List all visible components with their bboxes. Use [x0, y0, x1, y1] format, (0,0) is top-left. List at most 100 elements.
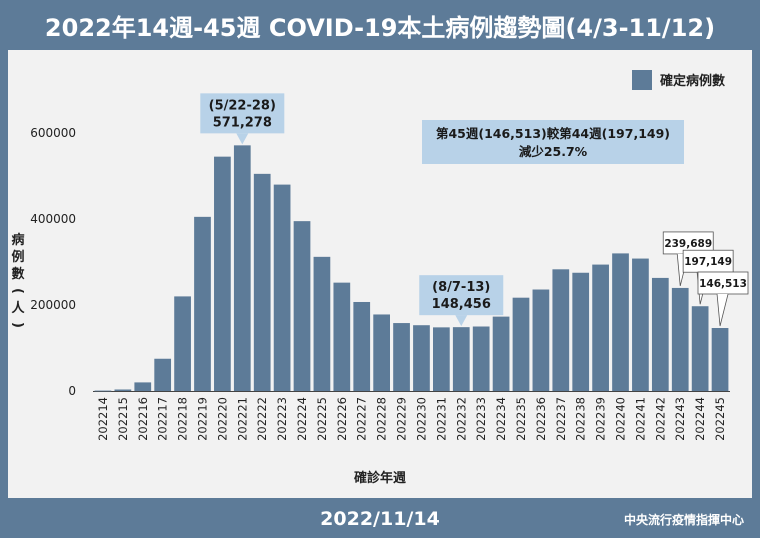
x-tick-label: 202235 — [514, 397, 528, 441]
y-axis-label-char: 病 — [11, 232, 24, 248]
callout-box — [200, 93, 285, 134]
organization-name: 中央流行疫情指揮中心 — [623, 512, 744, 527]
value-label-text: 239,689 — [664, 238, 712, 250]
publish-date: 2022/11/14 — [320, 508, 440, 530]
x-tick-label: 202228 — [375, 397, 389, 441]
bar — [134, 382, 152, 391]
legend-label: 確定病例數 — [660, 73, 725, 89]
bar — [114, 389, 132, 391]
bar — [353, 301, 371, 391]
y-axis-label-char: 例 — [11, 249, 24, 265]
x-tick-label: 202222 — [255, 397, 269, 441]
y-axis-label-char: 數 — [11, 266, 24, 282]
callout-text: (8/7-13) — [432, 280, 490, 295]
x-tick-label: 202241 — [633, 397, 647, 441]
bar — [333, 282, 351, 391]
bar — [512, 297, 530, 391]
bar — [632, 258, 649, 391]
x-tick-label: 202219 — [195, 397, 209, 441]
x-axis-label: 確診年週 — [354, 470, 406, 486]
callout-text: 571,278 — [213, 115, 272, 130]
x-tick-label: 202217 — [156, 397, 170, 441]
note-text: 第45週(146,513)較第44週(197,149) — [436, 126, 670, 141]
x-tick-label: 202225 — [315, 397, 329, 441]
y-axis-ticks: 0 200000 400000 600000 — [30, 126, 76, 398]
bars — [94, 145, 729, 392]
bar — [293, 221, 311, 391]
x-tick-label: 202215 — [116, 397, 130, 441]
value-label-text: 197,149 — [684, 256, 732, 268]
y-axis-label-char: ) — [10, 322, 25, 328]
bar — [592, 264, 609, 391]
legend-swatch — [632, 70, 652, 90]
y-tick-label: 0 — [68, 384, 76, 398]
y-tick-label: 200000 — [30, 298, 76, 312]
bar — [472, 326, 490, 391]
bar — [432, 327, 450, 391]
y-tick-label: 600000 — [30, 126, 76, 140]
x-tick-label: 202221 — [235, 397, 249, 441]
x-tick-label: 202231 — [434, 397, 448, 441]
x-tick-label: 202220 — [215, 397, 229, 441]
chart-panel: 病例數(人) 0 200000 400000 600000 202214 202215 2… — [8, 50, 752, 498]
bar — [691, 306, 709, 391]
bar — [651, 277, 669, 391]
legend: 確定病例數 — [632, 70, 725, 90]
bar — [492, 316, 510, 391]
callout-text: (5/22-28) — [209, 98, 276, 113]
x-tick-label: 202233 — [474, 397, 488, 441]
note-text: 減少25.7% — [519, 144, 588, 159]
bar — [671, 287, 689, 391]
x-axis-ticks: 202214 202215 202216 202217 202218 202219 2022… — [96, 397, 727, 441]
bar — [393, 323, 410, 391]
y-tick-label: 400000 — [30, 212, 76, 226]
bar — [572, 272, 590, 391]
annotations: (5/22-28) 571,278 (8/7-13) 148,456 第45週(146,… — [200, 93, 749, 327]
bar — [174, 296, 191, 391]
x-tick-label: 202232 — [454, 397, 468, 441]
bar — [612, 253, 629, 391]
x-tick-label: 202240 — [614, 397, 628, 441]
bar — [552, 269, 570, 391]
x-tick-label: 202244 — [693, 397, 707, 441]
callout-pointer — [236, 133, 249, 145]
x-tick-label: 202243 — [673, 397, 687, 441]
x-tick-label: 202216 — [136, 397, 150, 441]
x-tick-label: 202242 — [653, 397, 667, 441]
x-tick-label: 202224 — [295, 397, 309, 441]
bar — [94, 390, 112, 392]
bar — [214, 156, 231, 391]
x-tick-label: 202214 — [96, 397, 110, 441]
callout-box — [419, 275, 504, 316]
value-label-pointer — [716, 293, 729, 327]
footer-bar: 2022/11/14 中央流行疫情指揮中心 — [0, 500, 760, 538]
x-tick-label: 202234 — [494, 397, 508, 441]
bar — [373, 314, 391, 391]
chart-title: 2022年14週-45週 COVID-19本土病例趨勢圖(4/3-11/12) — [44, 13, 716, 42]
bar — [233, 145, 251, 391]
bar — [413, 325, 430, 391]
x-tick-label: 202229 — [395, 397, 409, 441]
y-axis-label: 病例數 (人) — [10, 232, 25, 328]
chart-title-bar: 2022年14週-45週 COVID-19本土病例趨勢圖(4/3-11/12) — [0, 0, 760, 50]
bar — [711, 327, 729, 391]
x-tick-label: 202218 — [176, 397, 190, 441]
value-label-text: 146,513 — [699, 278, 747, 290]
x-tick-label: 202236 — [534, 397, 548, 441]
bar — [194, 216, 211, 391]
x-tick-label: 202227 — [355, 397, 369, 441]
callout-text: 148,456 — [432, 297, 491, 312]
y-axis-label-char: ( — [10, 288, 25, 294]
bar — [452, 327, 470, 391]
note-box — [422, 120, 684, 164]
value-label-box — [697, 271, 749, 295]
bar — [313, 256, 331, 391]
x-tick-label: 202239 — [594, 397, 608, 441]
bar — [154, 358, 172, 391]
bar — [532, 289, 550, 391]
x-tick-label: 202226 — [335, 397, 349, 441]
x-tick-label: 202245 — [713, 397, 727, 441]
bar — [273, 184, 291, 391]
callout-pointer — [455, 315, 468, 327]
